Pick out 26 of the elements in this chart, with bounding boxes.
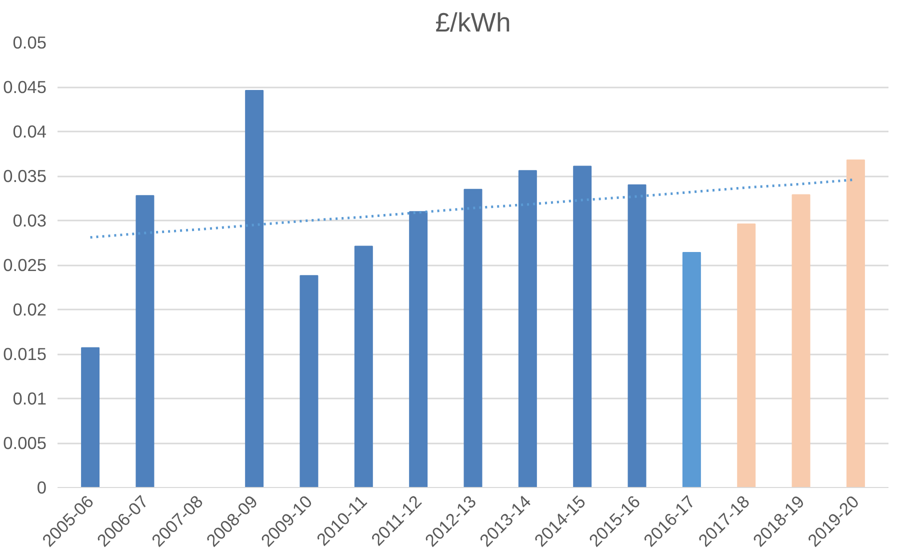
bar [628,184,646,488]
y-tick-label: 0.005 [3,433,47,453]
bar [792,194,810,488]
y-tick-label: 0.035 [3,166,47,186]
bar [409,211,428,488]
y-tick-label: 0 [36,478,47,498]
y-tick-label: 0.03 [12,210,47,230]
y-tick-label: 0.04 [12,122,47,142]
bar [136,195,154,488]
bar [81,347,100,488]
bar [682,252,701,488]
y-tick-label: 0.05 [12,32,47,52]
bar [354,246,373,488]
bar [573,166,592,488]
bar [846,159,865,488]
y-tick-label: 0.02 [12,300,47,320]
bar [518,170,537,488]
bar [737,224,756,488]
bar [245,90,264,488]
y-tick-label: 0.015 [3,344,47,364]
y-tick-label: 0.025 [3,255,47,275]
chart-title: £/kWh [435,8,511,38]
y-tick-label: 0.045 [3,77,47,97]
bar [464,188,482,488]
y-tick-label: 0.01 [12,388,47,408]
bar [300,275,318,488]
